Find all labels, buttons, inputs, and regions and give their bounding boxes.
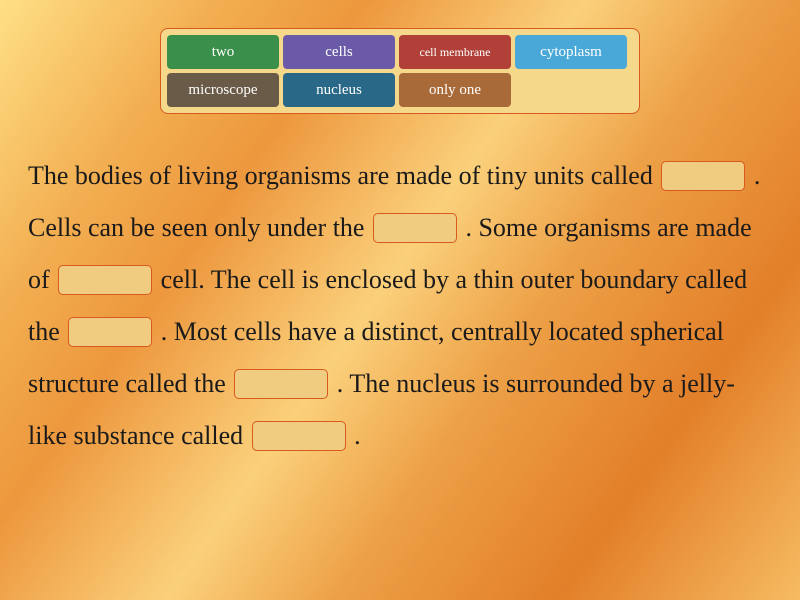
passage-seg-6: .: [354, 421, 361, 450]
word-tile-nucleus[interactable]: nucleus: [283, 73, 395, 107]
word-tile-microscope[interactable]: microscope: [167, 73, 279, 107]
blank-2[interactable]: [373, 213, 457, 243]
blank-4[interactable]: [68, 317, 152, 347]
word-tile-cytoplasm[interactable]: cytoplasm: [515, 35, 627, 69]
word-bank: two cells cell membrane cytoplasm micros…: [160, 28, 640, 114]
blank-1[interactable]: [661, 161, 745, 191]
blank-5[interactable]: [234, 369, 328, 399]
word-tile-cells[interactable]: cells: [283, 35, 395, 69]
word-tile-only-one[interactable]: only one: [399, 73, 511, 107]
word-tile-two[interactable]: two: [167, 35, 279, 69]
word-tile-cell-membrane[interactable]: cell membrane: [399, 35, 511, 69]
passage-seg-0: The bodies of living organisms are made …: [28, 161, 659, 190]
blank-6[interactable]: [252, 421, 346, 451]
passage-text: The bodies of living organisms are made …: [28, 150, 772, 462]
blank-3[interactable]: [58, 265, 152, 295]
